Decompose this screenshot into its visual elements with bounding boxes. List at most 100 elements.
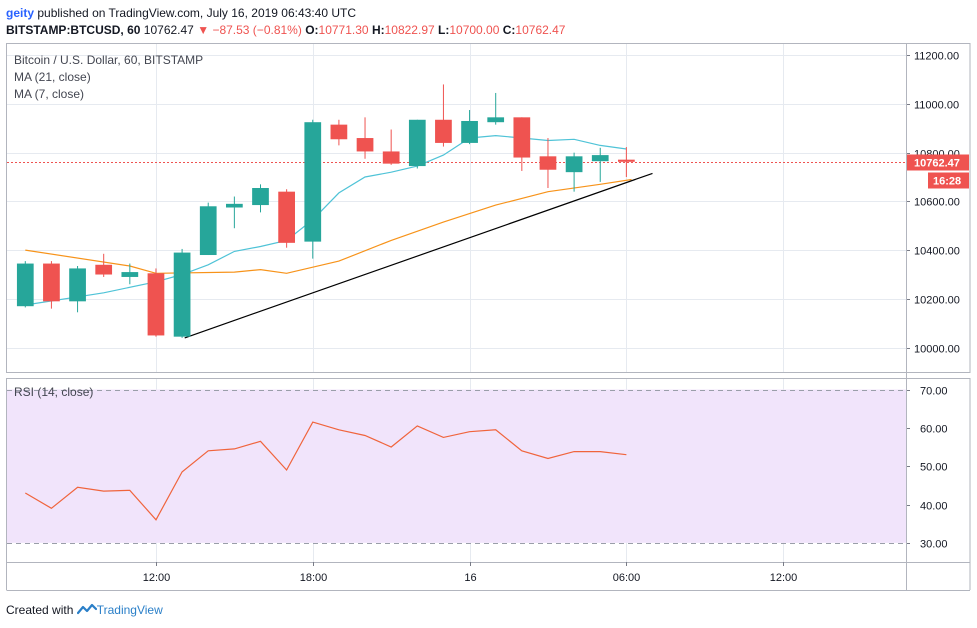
author-name[interactable]: geity (6, 6, 35, 20)
rsi-line (24, 421, 627, 521)
time-axis[interactable]: 12:00 18:00 16 06:00 12:00 (6, 43, 971, 591)
price-tick-label: 11000.00 (914, 100, 959, 112)
ma7-line (25, 134, 627, 306)
candle-body (539, 156, 557, 170)
candle-body (304, 122, 322, 242)
last-price: 10762.47 (143, 23, 194, 37)
low-value: 10700.00 (449, 23, 500, 37)
candle (408, 119, 426, 169)
footer: Created with TradingView (6, 602, 163, 618)
price-tick-label: 10400.00 (914, 246, 960, 258)
high-label: H: (371, 23, 385, 37)
countdown-tag-label: 16:28 (933, 176, 961, 188)
low-label: L: (438, 23, 450, 37)
candle-body (408, 119, 426, 167)
candle (330, 119, 348, 146)
open-label: O: (305, 23, 319, 37)
price-tick-label: 10200.00 (914, 295, 960, 307)
countdown-tag (928, 172, 969, 189)
rsi-tick-label: 30.00 (920, 539, 948, 551)
price-tick-label: 11200.00 (914, 51, 959, 63)
candle-body (252, 188, 269, 206)
rsi-tick-label: 50.00 (920, 462, 948, 474)
candle (252, 184, 269, 213)
candle-body (513, 117, 531, 158)
price-tick-label: 10000.00 (914, 344, 960, 356)
candle (435, 84, 452, 147)
candle-body (330, 124, 348, 140)
ma7-layer (25, 134, 627, 306)
rsi-tick-label: 60.00 (920, 424, 948, 436)
candle-body (16, 263, 34, 307)
symbol-quote-bar: BITSTAMP:BTCUSD, 60 10762.47 ▼ −87.53 (−… (6, 22, 565, 38)
candle (173, 248, 191, 338)
candle (539, 138, 557, 189)
candle (513, 117, 531, 171)
candle-body (121, 272, 139, 277)
ma21-legend[interactable]: MA (21, close) (14, 70, 91, 84)
last-price-tag-label: 10762.47 (914, 158, 960, 170)
candle-body (435, 119, 452, 143)
open-value: 10771.30 (318, 23, 369, 37)
candle-body (278, 191, 295, 243)
candle (382, 129, 400, 165)
rsi-tick-label: 40.00 (920, 501, 948, 513)
candle-body (173, 252, 191, 337)
candles-layer (16, 84, 635, 338)
price-pane-frame (6, 43, 971, 373)
rsi-band (7, 389, 906, 543)
price-tick-label: 10600.00 (914, 197, 960, 209)
candle-body (487, 117, 505, 123)
candle (565, 152, 583, 192)
candle (16, 261, 34, 308)
created-with-label: Created with (6, 603, 74, 617)
candle-body (382, 151, 400, 164)
ma7-legend[interactable]: MA (7, close) (14, 87, 84, 101)
candle-body (95, 264, 113, 275)
chart-title: Bitcoin / U.S. Dollar, 60, BITSTAMP (14, 53, 203, 67)
tradingview-logo-icon[interactable] (76, 603, 97, 615)
time-tick-label: 18:00 (300, 572, 328, 584)
close-value: 10762.47 (515, 23, 566, 37)
rsi-line-layer (24, 421, 627, 521)
down-arrow-icon: ▼ (197, 23, 210, 37)
candle (95, 253, 113, 277)
time-tick-label: 16 (464, 572, 476, 584)
time-tick-label: 12:00 (143, 572, 171, 584)
price-grid (7, 44, 906, 372)
price-pane[interactable]: 10000.0010200.0010400.0010600.0010800.00… (6, 43, 971, 373)
support-trendline (184, 172, 653, 339)
candle (121, 263, 139, 285)
rsi-axis[interactable]: 30.00 40.00 50.00 60.00 70.00 (906, 386, 948, 551)
candle (43, 261, 60, 309)
rsi-pane[interactable]: 30.00 40.00 50.00 60.00 70.00 RSI (14, close… (6, 378, 971, 563)
tradingview-brand[interactable]: TradingView (96, 603, 163, 617)
publish-info: published on TradingView.com, July 16, 2… (37, 6, 357, 20)
candle-body (591, 155, 609, 162)
trendline-layer (184, 172, 653, 339)
candle-body (461, 120, 478, 143)
candle (147, 268, 165, 337)
rsi-legend[interactable]: RSI (14, close) (14, 385, 93, 399)
price-axis[interactable]: 10000.0010200.0010400.0010600.0010800.00… (906, 51, 960, 356)
close-label: C: (502, 23, 516, 37)
candle-body (147, 273, 165, 336)
candle-body (199, 206, 217, 256)
last-price-tag (907, 154, 969, 171)
candle (356, 117, 374, 159)
candle-body (69, 268, 86, 302)
publish-header: geity published on TradingView.com, July… (6, 5, 356, 21)
candle-body (43, 263, 60, 302)
rsi-tick-label: 70.00 (920, 386, 948, 398)
candle (461, 110, 478, 145)
candle (278, 189, 295, 248)
time-tick-label: 06:00 (613, 572, 641, 584)
candle-body (618, 159, 635, 162)
symbol-name: BITSTAMP:BTCUSD, 60 (6, 23, 141, 37)
candle (618, 147, 635, 178)
candle (199, 202, 217, 256)
candle (487, 92, 505, 125)
price-change: −87.53 (−0.81%) (212, 23, 302, 37)
candle (226, 196, 243, 229)
